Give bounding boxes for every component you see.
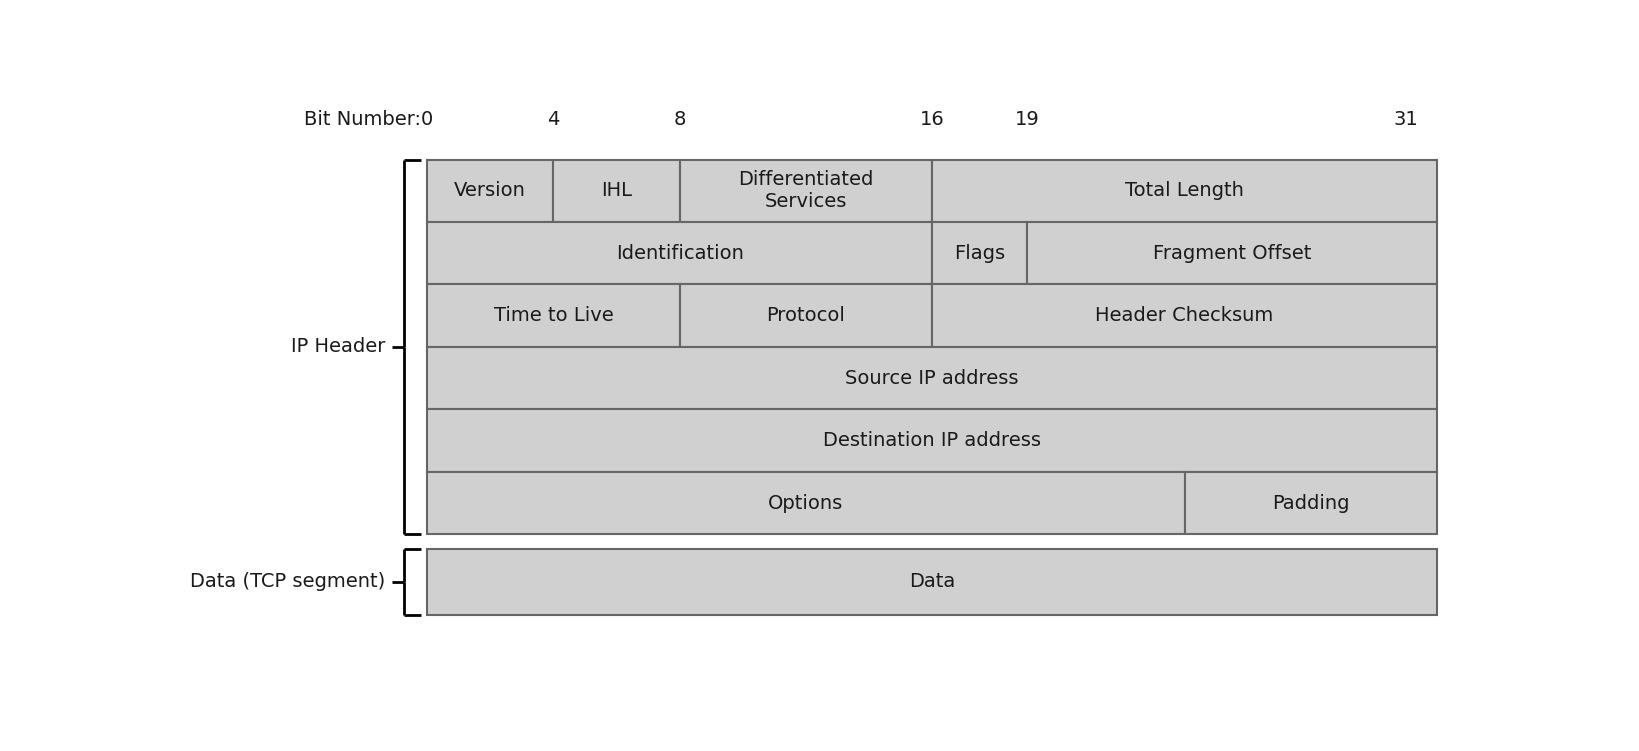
Text: Data: Data (910, 572, 956, 592)
Text: Time to Live: Time to Live (493, 306, 613, 325)
Bar (933, 222, 1026, 285)
Text: Fragment Offset: Fragment Offset (1152, 243, 1311, 263)
Text: 19: 19 (1015, 110, 1039, 128)
Text: 0: 0 (421, 110, 433, 128)
Text: IP Header: IP Header (290, 337, 385, 357)
Text: Total Length: Total Length (1124, 181, 1244, 201)
Text: 8: 8 (674, 110, 685, 128)
Text: Source IP address: Source IP address (846, 369, 1019, 388)
Text: 4: 4 (547, 110, 559, 128)
Text: Bit Number:: Bit Number: (303, 110, 421, 128)
Text: Flags: Flags (954, 243, 1005, 263)
Text: Identification: Identification (616, 243, 744, 263)
Text: 31: 31 (1393, 110, 1418, 128)
Text: Options: Options (769, 493, 844, 512)
Text: Version: Version (454, 181, 526, 201)
Text: 16: 16 (919, 110, 944, 128)
Text: IHL: IHL (602, 181, 633, 201)
Text: Header Checksum: Header Checksum (1095, 306, 1274, 325)
Text: Differentiated
Services: Differentiated Services (738, 170, 874, 211)
Text: Padding: Padding (1272, 493, 1349, 512)
Text: Protocol: Protocol (767, 306, 846, 325)
Text: Destination IP address: Destination IP address (823, 431, 1041, 450)
Text: Data (TCP segment): Data (TCP segment) (190, 572, 385, 592)
